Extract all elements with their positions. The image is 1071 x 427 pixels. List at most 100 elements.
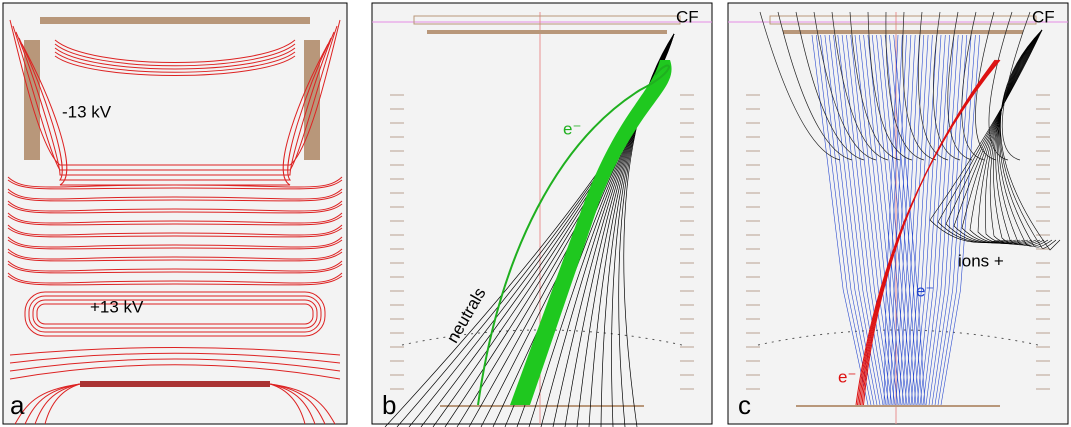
electron-trajectory <box>841 34 890 406</box>
annotation: e⁻ <box>916 281 934 300</box>
panel-label: c <box>738 390 751 420</box>
contour <box>7 188 343 200</box>
electron-trajectory <box>889 34 907 406</box>
contour <box>7 203 343 214</box>
ion-trajectory <box>867 11 913 161</box>
ion-trajectory <box>777 11 853 161</box>
contour <box>9 19 341 166</box>
contour <box>269 383 306 425</box>
electron-trajectory <box>820 34 875 406</box>
panel-label: a <box>10 390 25 420</box>
contour <box>269 383 316 425</box>
contour <box>7 215 343 226</box>
electrode <box>80 381 270 387</box>
ion-trajectory <box>902 11 937 161</box>
electron-trajectory <box>904 34 929 406</box>
ion-trajectory <box>961 11 985 161</box>
contour <box>7 263 343 274</box>
ion-trajectory <box>975 11 997 161</box>
contour <box>269 383 336 425</box>
contour <box>54 47 296 70</box>
electron-trajectory <box>925 34 959 406</box>
contour <box>7 248 343 260</box>
electron-trajectory <box>919 34 950 406</box>
contour <box>7 275 343 286</box>
ion-trajectory <box>999 29 1057 249</box>
ion-trajectory <box>977 29 1043 244</box>
electrode <box>24 40 40 160</box>
contour <box>7 260 343 272</box>
electron-trajectory <box>913 34 942 406</box>
ion-trajectory <box>998 29 1049 247</box>
contour <box>9 364 341 380</box>
contour <box>9 352 341 364</box>
ion-trajectory <box>999 29 1053 248</box>
panel-label: b <box>382 390 396 420</box>
contour <box>54 39 296 63</box>
annotation: +13 kV <box>90 297 144 316</box>
contour <box>9 347 341 356</box>
electron-trajectory <box>886 34 903 406</box>
electron-trajectory <box>901 34 925 406</box>
contour <box>44 383 81 425</box>
electron-trajectory <box>907 34 933 406</box>
annotation: e⁻ <box>838 367 856 386</box>
contour <box>7 179 343 190</box>
electron-trajectory <box>883 34 899 406</box>
ion-trajectory <box>885 11 925 161</box>
contour <box>18 37 332 181</box>
electron-trajectory <box>811 34 869 406</box>
ion-trajectory <box>961 29 1043 244</box>
boundary <box>757 329 1039 346</box>
panel-a <box>2 2 348 425</box>
panel-c <box>727 2 1069 425</box>
ion-trajectory <box>1001 11 1031 161</box>
electron-trajectory <box>824 34 878 406</box>
contour <box>7 212 343 224</box>
ion-trajectory <box>831 11 889 161</box>
ion-trajectory <box>988 11 1013 161</box>
contour <box>7 239 343 250</box>
contour <box>12 25 338 171</box>
electrode <box>304 40 320 160</box>
electrode <box>40 17 310 24</box>
contour <box>24 291 326 337</box>
electron-trajectory <box>837 34 887 406</box>
ion-trajectory <box>947 11 973 161</box>
electron-trajectory <box>937 34 976 406</box>
electron-trajectory <box>895 34 916 406</box>
electron-trajectory <box>850 34 896 406</box>
electron-trajectory <box>828 34 881 406</box>
ion-trajectory <box>1000 29 1061 251</box>
annotation: e⁻ <box>563 119 581 138</box>
electron-band <box>510 60 672 405</box>
contour <box>14 383 81 425</box>
electron-trajectory <box>916 34 946 406</box>
contour <box>7 191 343 202</box>
electron-trajectory <box>940 34 980 406</box>
ion-trajectory <box>813 11 877 161</box>
contour <box>7 236 343 248</box>
ion-trajectory <box>918 11 949 161</box>
contour <box>7 251 343 262</box>
contour <box>7 272 343 284</box>
electron-trajectory <box>892 34 912 406</box>
ion-trajectory <box>969 29 1043 244</box>
electron-path <box>863 59 996 406</box>
ion-trajectory <box>933 11 961 161</box>
ion-trajectory <box>953 29 1043 244</box>
ion-trajectory <box>937 29 1043 243</box>
electrode <box>769 15 1037 25</box>
electrode <box>413 15 681 25</box>
contour <box>34 383 81 425</box>
ion-trajectory <box>945 29 1043 243</box>
annotation: CF <box>676 7 699 26</box>
ion-trajectory <box>849 11 901 161</box>
electrode <box>427 30 667 34</box>
contour <box>7 200 343 212</box>
panel-b <box>371 2 713 427</box>
ion-trajectory <box>795 11 865 161</box>
contour <box>7 176 343 188</box>
